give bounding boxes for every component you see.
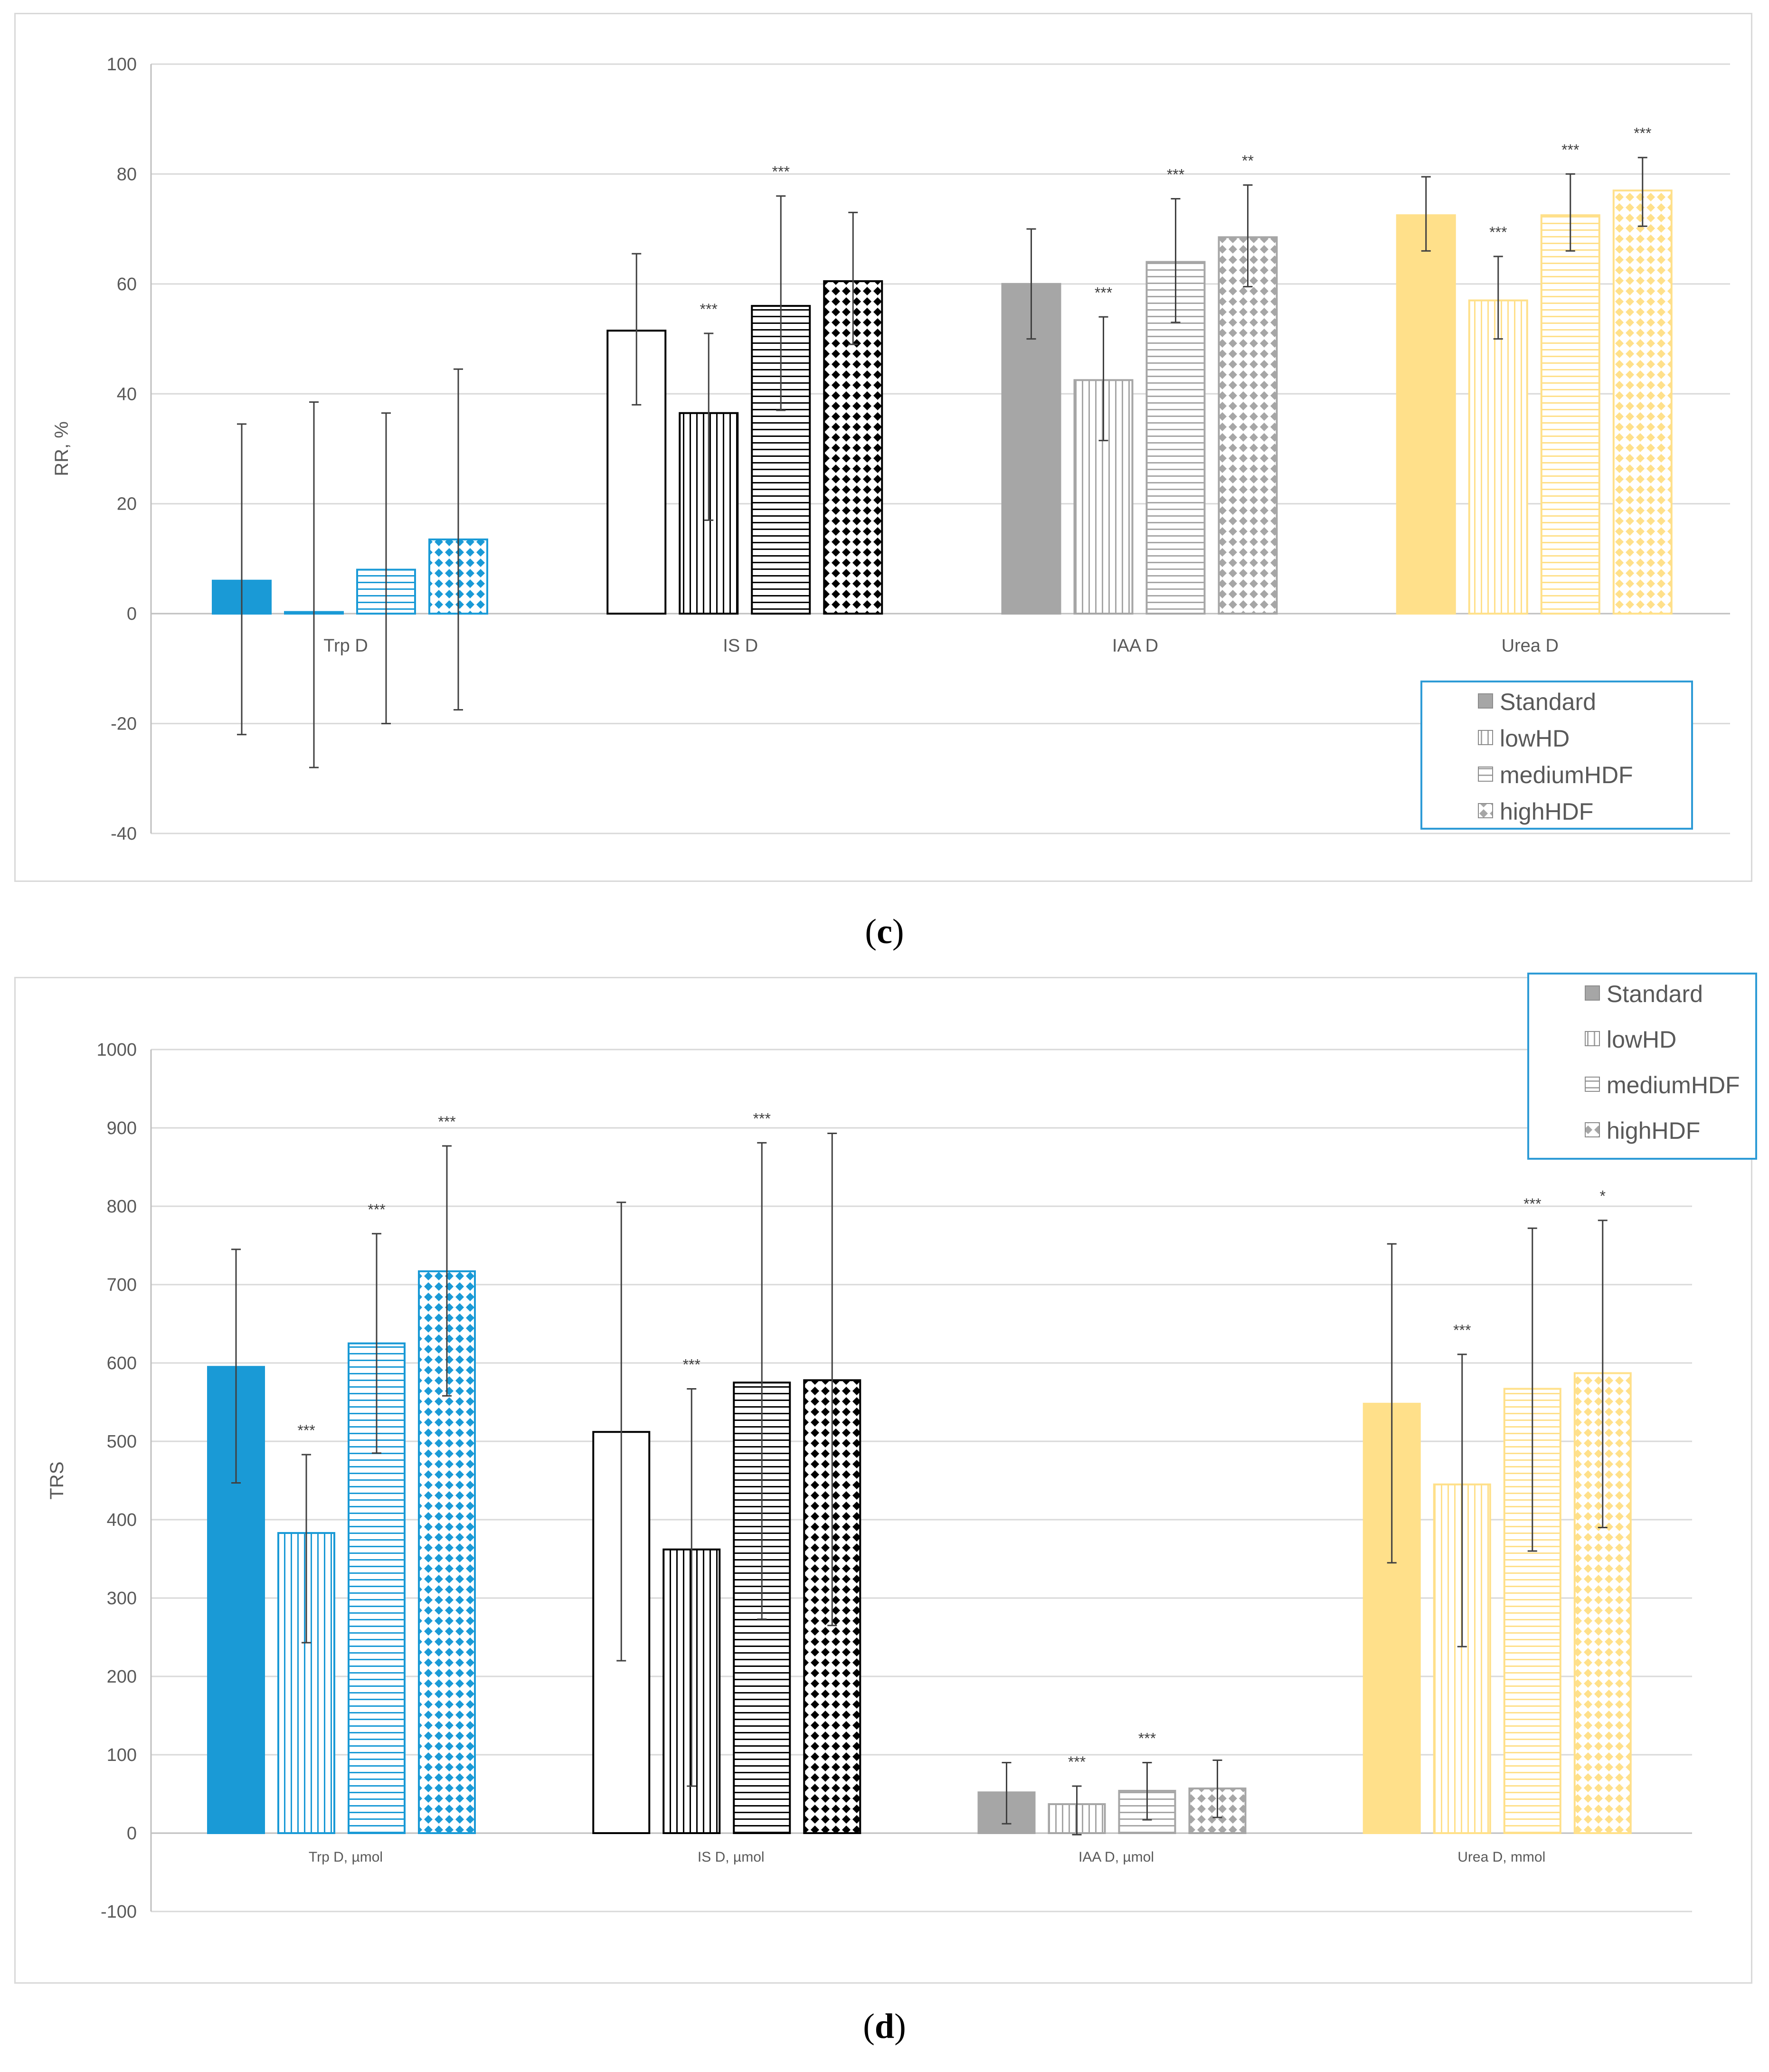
category-label-c-0: Trp D <box>323 636 368 656</box>
legend-swatch-c-1 <box>1478 730 1493 745</box>
significance-d-2-1: *** <box>1068 1753 1086 1770</box>
bar-c-Urea-D-highHDF <box>1612 189 1673 615</box>
legend-swatch-d-1 <box>1585 1031 1600 1046</box>
significance-d-3-2: *** <box>1523 1195 1541 1212</box>
caption-d: (d) <box>0 2006 1769 2047</box>
legend-swatch-c-3 <box>1478 803 1493 818</box>
significance-c-2-2: *** <box>1167 166 1184 183</box>
caption-c: (c) <box>0 912 1769 952</box>
y-tick-d-5: 500 <box>107 1432 137 1452</box>
y-tick-d-0: 1000 <box>96 1040 137 1060</box>
category-label-c-1: IS D <box>723 636 758 656</box>
significance-d-0-1: *** <box>297 1422 315 1439</box>
significance-d-2-2: *** <box>1138 1730 1156 1747</box>
significance-c-3-1: *** <box>1489 224 1507 241</box>
y-tick-d-6: 400 <box>107 1510 137 1530</box>
y-tick-d-7: 300 <box>107 1589 137 1608</box>
significance-d-0-2: *** <box>368 1201 385 1218</box>
y-tick-d-2: 800 <box>107 1197 137 1217</box>
legend-label-d-2: mediumHDF <box>1607 1072 1740 1098</box>
caption-c-letter: c <box>877 912 892 951</box>
y-tick-c-0: 100 <box>107 55 137 75</box>
significance-d-3-1: *** <box>1453 1322 1471 1339</box>
y-tick-c-1: 80 <box>117 164 137 184</box>
significance-c-2-3: ** <box>1242 152 1254 170</box>
caption-d-letter: d <box>874 2007 895 2046</box>
bar-c-Urea-D-lowHD <box>1468 299 1528 615</box>
bar-c-IAA-D-highHDF <box>1218 236 1278 615</box>
caption-d-close: ) <box>894 2007 906 2046</box>
significance-d-0-3: *** <box>438 1113 455 1130</box>
legend-label-c-1: lowHD <box>1500 725 1570 752</box>
y-tick-d-3: 700 <box>107 1275 137 1295</box>
legend-label-d-0: Standard <box>1607 981 1703 1007</box>
y-tick-c-6: -20 <box>111 714 137 734</box>
category-label-d-1: IS D, µmol <box>698 1849 765 1865</box>
significance-c-1-1: *** <box>700 301 718 318</box>
y-tick-c-5: 0 <box>127 604 137 624</box>
significance-c-1-2: *** <box>772 163 790 180</box>
y-tick-d-1: 900 <box>107 1118 137 1138</box>
chart-d-svg: 10009008007006005004003002001000-100TRS*… <box>47 973 1757 1922</box>
y-tick-d-9: 100 <box>107 1745 137 1765</box>
y-tick-d-8: 200 <box>107 1667 137 1687</box>
y-tick-d-10: 0 <box>127 1824 137 1844</box>
category-label-d-2: IAA D, µmol <box>1078 1849 1154 1865</box>
y-tick-c-2: 60 <box>117 274 137 294</box>
legend-swatch-c-0 <box>1478 693 1493 709</box>
y-tick-d-4: 600 <box>107 1353 137 1373</box>
legend-label-d-1: lowHD <box>1607 1026 1676 1053</box>
significance-c-2-1: *** <box>1095 284 1112 301</box>
y-tick-c-7: -40 <box>111 824 137 844</box>
y-tick-d-11: -100 <box>101 1902 137 1922</box>
legend-label-c-0: Standard <box>1500 689 1596 715</box>
y-axis-label-d: TRS <box>47 1462 67 1500</box>
chart-panel-d: 1000 900 800 700 600 500 400 300 200 100 0 -100 TRS *… <box>14 973 1757 1984</box>
category-label-c-2: IAA D <box>1112 636 1158 656</box>
legend-swatch-c-2 <box>1478 766 1493 782</box>
significance-d-1-2: *** <box>753 1110 771 1127</box>
legend-label-c-2: mediumHDF <box>1500 762 1633 788</box>
y-axis-label-c: RR, % <box>51 421 72 476</box>
bar-c-Urea-D-mediumHDF <box>1540 214 1600 615</box>
significance-c-3-3: *** <box>1634 125 1651 142</box>
category-label-d-3: Urea D, mmol <box>1457 1849 1545 1865</box>
caption-d-open: ( <box>863 2007 875 2046</box>
bar-c-Urea-D-Standard <box>1396 214 1456 615</box>
legend-swatch-d-0 <box>1585 985 1600 1001</box>
significance-d-1-1: *** <box>683 1356 700 1373</box>
legend-label-c-3: highHDF <box>1500 798 1593 825</box>
legend-box-c <box>1420 681 1693 830</box>
significance-c-3-2: *** <box>1561 141 1579 158</box>
chart-panel-c: 100 80 60 40 20 0 -20 -40 RR, % Trp D *** *** IS D **… <box>14 13 1752 882</box>
chart-c-svg: 100 80 60 40 20 0 -20 -40 RR, % Trp D *** *** IS D **… <box>51 55 1730 844</box>
legend-swatch-d-2 <box>1585 1077 1600 1092</box>
legend-label-d-3: highHDF <box>1607 1117 1700 1144</box>
caption-c-close: ) <box>892 912 904 951</box>
legend-box-d <box>1527 973 1757 1160</box>
category-label-c-3: Urea D <box>1502 636 1559 656</box>
significance-d-3-3: * <box>1600 1188 1606 1205</box>
category-label-d-0: Trp D, µmol <box>309 1849 383 1865</box>
caption-c-open: ( <box>865 912 877 951</box>
y-tick-c-4: 20 <box>117 494 137 514</box>
legend-swatch-d-3 <box>1585 1122 1600 1137</box>
y-tick-c-3: 40 <box>117 384 137 404</box>
